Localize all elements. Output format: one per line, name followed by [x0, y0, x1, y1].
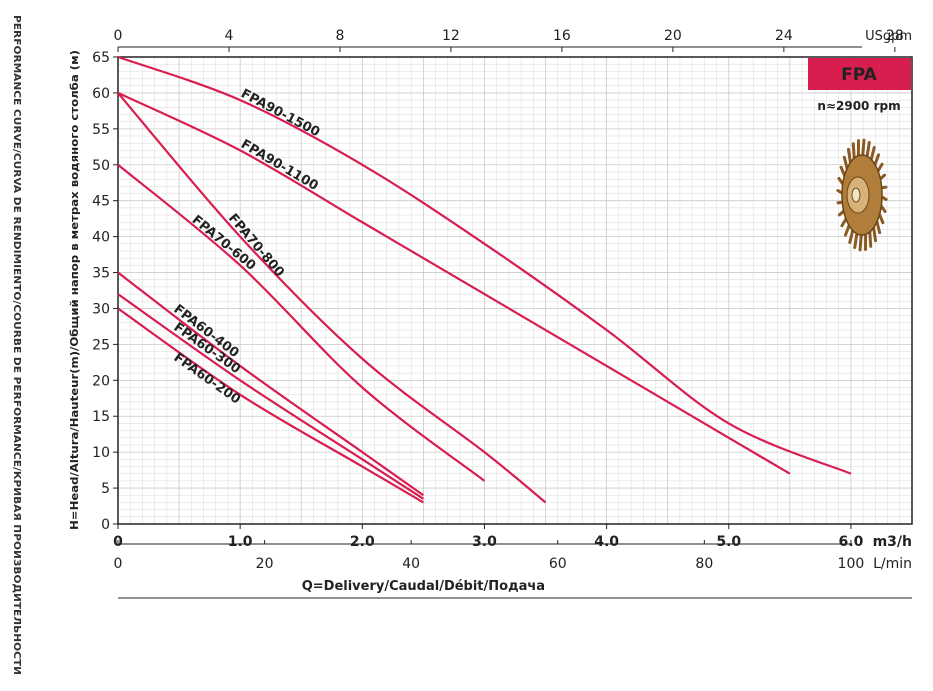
m3h-tick-label: 1.0 [228, 534, 253, 550]
y-tick-label: 35 [92, 266, 110, 282]
fpa-badge: FPA [808, 58, 911, 90]
usgpm-tick-label: 0 [114, 28, 123, 44]
y-tick-label: 65 [92, 50, 110, 66]
usgpm-tick-label: 12 [442, 28, 460, 44]
usgpm-unit: USgpm [865, 29, 912, 44]
lmin-tick-label: 60 [549, 556, 567, 572]
y-tick-label: 30 [92, 301, 110, 317]
usgpm-tick-label: 28 [886, 28, 904, 44]
y-tick-label: 55 [92, 122, 110, 138]
y-tick-label: 50 [92, 158, 110, 174]
head-axis: 0 5 10 15 20 25 30 35 40 45 50 55 60 65 [92, 50, 118, 533]
plot-frame [117, 56, 913, 525]
impeller-shaft-hole [851, 187, 861, 203]
lmin-unit: L/min [873, 556, 912, 572]
y-axis-title-group: H=Head/Altura/Hauteur(m)/Общий напор в м… [68, 50, 81, 530]
m3h-tick-label: 3.0 [472, 534, 497, 550]
y-tick-label: 45 [92, 194, 110, 210]
usgpm-tick-label: 20 [664, 28, 682, 44]
side-title-group: PERFORMANCE CURVE/CURVA DE RENDIMIENTO/C… [11, 15, 22, 675]
lmin-tick-label: 20 [256, 556, 274, 572]
y-tick-label: 5 [101, 481, 110, 497]
fpa-badge-label: FPA [841, 65, 878, 85]
usgpm-tick-label: 8 [335, 28, 344, 44]
grid [117, 56, 913, 525]
curve-fpa60-400 [117, 271, 425, 497]
m3h-tick-label: 4.0 [594, 534, 619, 550]
y-tick-label: 10 [92, 445, 110, 461]
y-tick-label: 25 [92, 337, 110, 353]
usgpm-tick-label: 24 [775, 28, 793, 44]
m3h-axis: 0 1.0 2.0 3.0 4.0 5.0 6.0 m3/h [113, 524, 912, 550]
y-tick-label: 20 [92, 373, 110, 389]
x-axis-title: Q=Delivery/Caudal/Débit/Подача [302, 579, 545, 594]
m3h-unit: m3/h [873, 534, 912, 550]
impeller-icon [836, 138, 888, 252]
curve-fpa90-1100 [117, 91, 791, 475]
lmin-tick-label: 40 [402, 556, 420, 572]
curve-fpa70-800 [117, 92, 547, 504]
m3h-tick-label: 5.0 [716, 534, 741, 550]
lmin-tick-label: 80 [695, 556, 713, 572]
side-title: PERFORMANCE CURVE/CURVA DE RENDIMIENTO/C… [11, 15, 22, 675]
y-tick-label: 40 [92, 230, 110, 246]
curve-fpa60-300 [117, 293, 424, 500]
curve-label: FPA90-1500 [238, 86, 322, 140]
y-tick-label: 15 [92, 409, 110, 425]
lmin-tick-label: 100 [838, 556, 865, 572]
curve-fpa90-1500 [117, 55, 852, 475]
lmin-axis: 0 20 40 60 80 100 L/min [114, 540, 912, 572]
curve-fpa70-600 [117, 163, 486, 482]
y-axis-title: H=Head/Altura/Hauteur(m)/Общий напор в м… [68, 50, 81, 530]
usgpm-tick-label: 4 [225, 28, 234, 44]
lmin-tick-label: 0 [114, 556, 123, 572]
usgpm-tick-label: 16 [553, 28, 571, 44]
fpa-badge-background [808, 58, 911, 90]
curve-fpa60-200 [117, 307, 424, 504]
m3h-tick-label: 2.0 [350, 534, 375, 550]
y-tick-label: 60 [92, 86, 110, 102]
speed-label: n≈2900 rpm [817, 99, 900, 113]
y-tick-label: 0 [101, 517, 110, 533]
curve-label: FPA90-1100 [238, 137, 321, 194]
